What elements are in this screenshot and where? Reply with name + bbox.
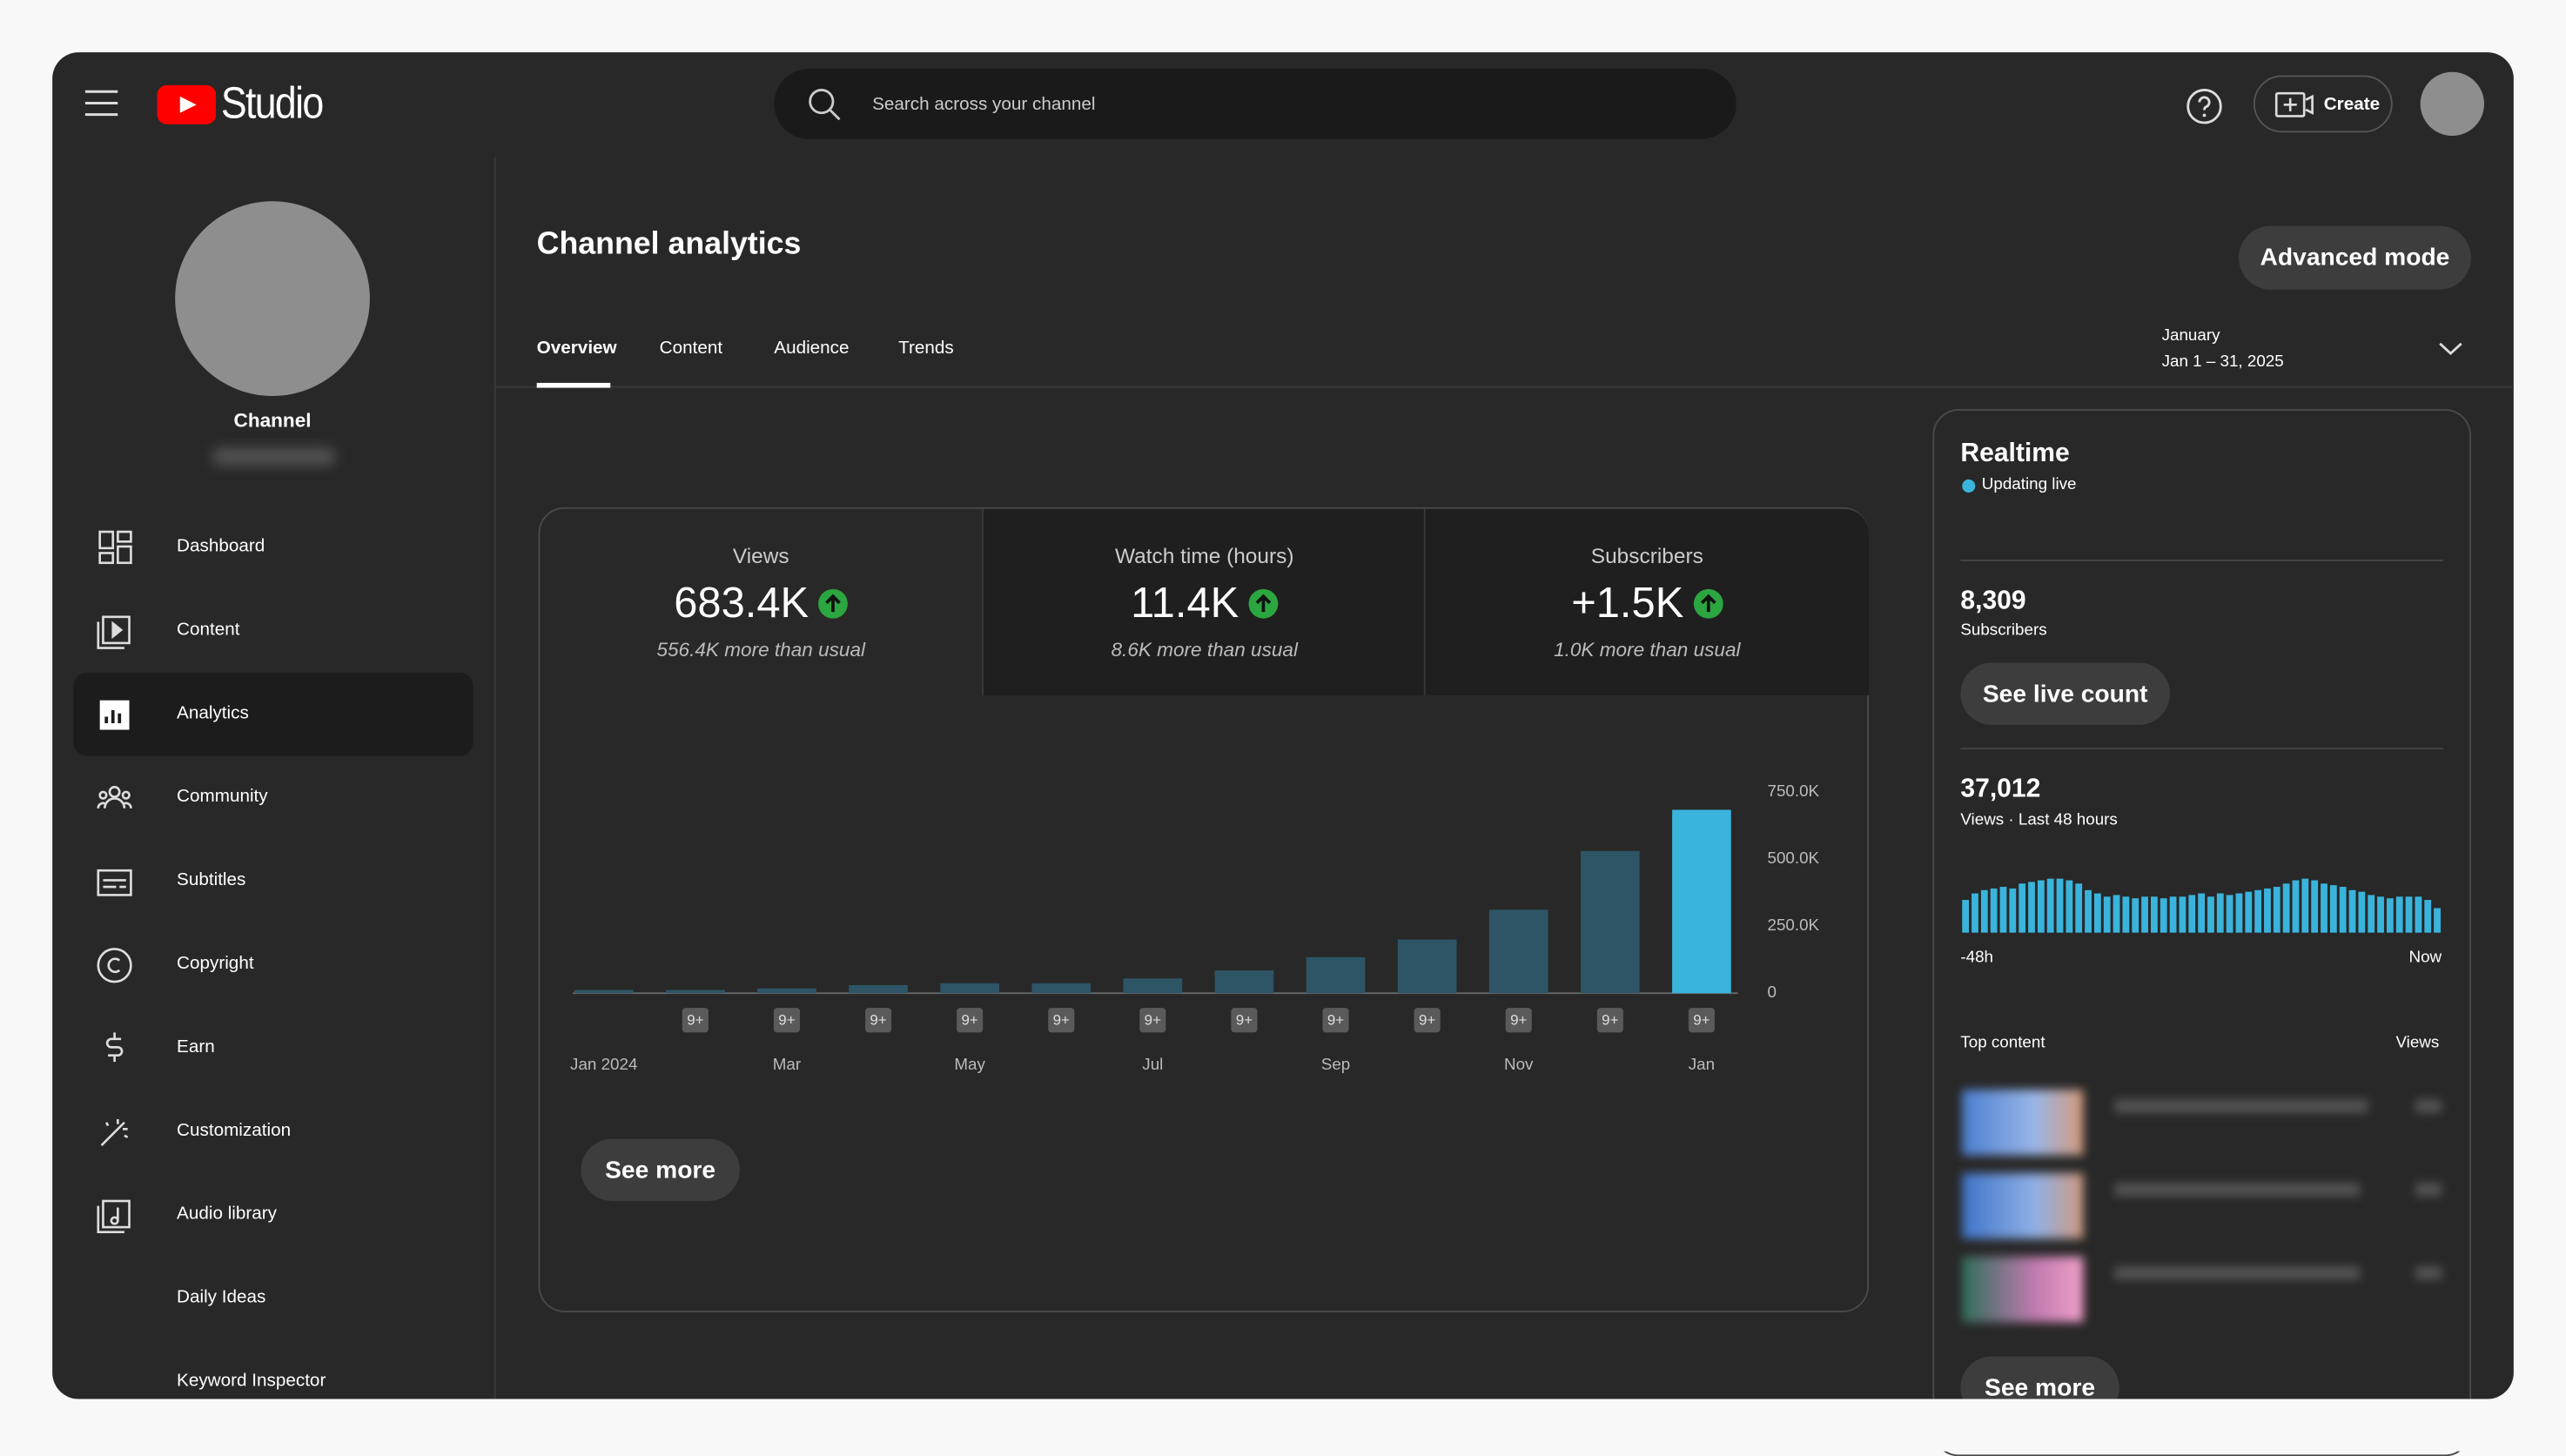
blurred-title: [2114, 1266, 2361, 1280]
trend-up-icon: [1248, 587, 1279, 618]
metric-tile[interactable]: Subscribers +1.5K 1.0K more than usual: [1423, 508, 1870, 696]
account-avatar[interactable]: [2420, 71, 2484, 137]
metric-value-row: 11.4K: [984, 578, 1426, 628]
see-more-button[interactable]: See more: [581, 1138, 740, 1201]
end-label: Now: [2408, 949, 2442, 968]
nav-item[interactable]: Customization: [177, 1120, 292, 1141]
subscriber-count: 8,309: [1960, 587, 2026, 615]
blurred-title: [2114, 1183, 2361, 1197]
help-icon[interactable]: [2185, 87, 2224, 126]
community-icon: [97, 786, 132, 809]
metric-label: Watch time (hours): [1114, 543, 1294, 568]
nav-item[interactable]: Keyword Inspector: [177, 1371, 326, 1392]
menu-icon[interactable]: [84, 90, 118, 117]
analytics-icon: [99, 700, 130, 730]
channel-name[interactable]: Channel: [233, 409, 312, 433]
nav-item[interactable]: Copyright: [177, 954, 254, 974]
blurred-thumbnail[interactable]: [1962, 1256, 2084, 1323]
live-status: Updating live: [1981, 476, 2077, 494]
metric-note: 1.0K more than usual: [1554, 638, 1741, 661]
views-label: Views · Last 48 hours: [1960, 811, 2118, 830]
nav-item[interactable]: Daily Ideas: [177, 1287, 266, 1308]
see-live-count-button[interactable]: See live count: [1960, 662, 2171, 725]
metric-tile[interactable]: Views 683.4K 556.4K more than usual: [540, 508, 983, 696]
sidebar-divider: [494, 157, 496, 1399]
metric-label: Subscribers: [1590, 543, 1703, 568]
tab[interactable]: Overview: [536, 339, 617, 359]
blurred-title: [2114, 1099, 2368, 1113]
metric-label: Views: [732, 543, 789, 568]
tab[interactable]: Content: [659, 339, 723, 359]
metric-value-row: +1.5K: [1426, 578, 1870, 628]
divider: [1960, 748, 2443, 750]
tab[interactable]: Audience: [774, 339, 850, 359]
nav-item[interactable]: Audio library: [177, 1204, 278, 1225]
tabs-divider: [495, 386, 2514, 388]
nav-item[interactable]: Analytics: [177, 703, 249, 724]
tab[interactable]: Trends: [898, 339, 954, 359]
audio-library-icon: [97, 1199, 131, 1234]
nav-item[interactable]: Community: [177, 787, 268, 807]
blurred-views: [2415, 1099, 2442, 1113]
page-margin: [0, 1399, 2566, 1452]
date-dropdown-icon[interactable]: [2438, 340, 2462, 357]
nav-item[interactable]: Content: [177, 620, 240, 641]
overview-card: [538, 507, 1870, 1312]
dashboard-icon: [98, 530, 132, 565]
create-icon: [2274, 91, 2314, 117]
date-label[interactable]: January: [2161, 327, 2220, 346]
nav-item[interactable]: Earn: [177, 1037, 215, 1057]
content-icon: [97, 615, 131, 649]
top-content-label: Top content: [1960, 1034, 2045, 1052]
metric-tile[interactable]: Watch time (hours) 11.4K 8.6K more than us…: [982, 508, 1426, 696]
metric-value: 683.4K: [674, 577, 809, 627]
blurred-thumbnail[interactable]: [1962, 1090, 2084, 1156]
trend-up-icon: [818, 587, 849, 618]
search-box[interactable]: [774, 68, 1736, 139]
advanced-mode-button[interactable]: Advanced mode: [2238, 225, 2471, 290]
arrow: [1700, 593, 1716, 612]
blurred-views: [2415, 1183, 2442, 1197]
blurred-handle: [212, 448, 336, 465]
arrow: [825, 593, 842, 612]
nav-selected: [73, 672, 474, 756]
search-placeholder[interactable]: Search across your channel: [872, 95, 1096, 115]
metric-value: +1.5K: [1571, 577, 1684, 627]
nav-item[interactable]: Dashboard: [177, 536, 265, 557]
metric-note: 556.4K more than usual: [656, 638, 866, 661]
create-button[interactable]: [2253, 75, 2393, 133]
blurred-thumbnail[interactable]: [1962, 1173, 2084, 1239]
earn-icon: [105, 1032, 124, 1063]
nav-item[interactable]: Subtitles: [177, 870, 246, 890]
logo-icon[interactable]: [157, 84, 217, 124]
subtitles-icon: [97, 869, 132, 896]
channel-avatar[interactable]: [175, 201, 370, 396]
date-range[interactable]: Jan 1 – 31, 2025: [2161, 353, 2284, 372]
blurred-views: [2415, 1266, 2442, 1280]
realtime-title: Realtime: [1960, 439, 2070, 468]
tab-indicator: [536, 382, 611, 388]
copyright-icon: [97, 948, 132, 983]
subscriber-label: Subscribers: [1960, 621, 2047, 641]
search-icon: [809, 88, 841, 121]
arrow: [1255, 593, 1272, 612]
metric-value-row: 683.4K: [540, 578, 982, 628]
customization-icon: [100, 1118, 129, 1147]
trend-up-icon: [1693, 587, 1723, 618]
live-dot: [1962, 479, 1976, 493]
metric-value: 11.4K: [1131, 577, 1239, 627]
logo-text[interactable]: Studio: [220, 78, 324, 128]
divider: [1960, 559, 2443, 561]
create-label[interactable]: Create: [2323, 95, 2381, 115]
metric-note: 8.6K more than usual: [1111, 638, 1298, 661]
views-column-label: Views: [2395, 1034, 2440, 1052]
views-count: 37,012: [1960, 775, 2041, 804]
start-label: -48h: [1960, 949, 1993, 968]
page-title: Channel analytics: [536, 227, 802, 262]
